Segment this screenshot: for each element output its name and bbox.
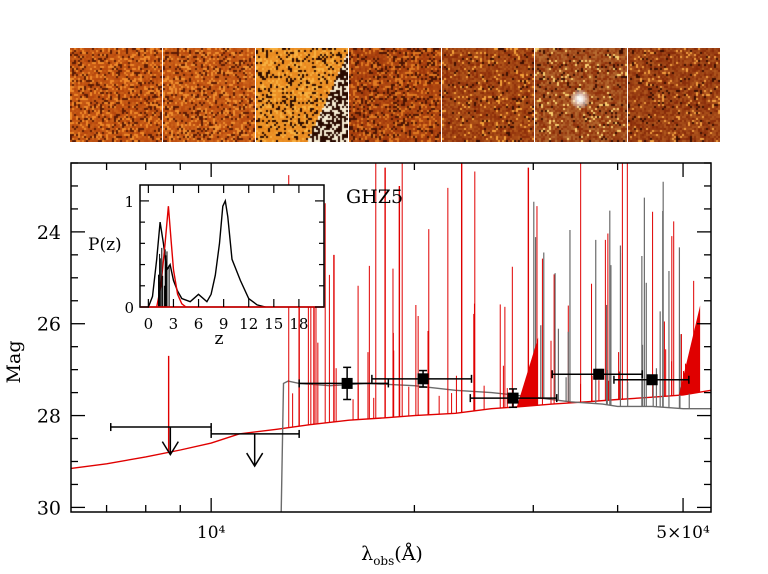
photometry-point — [646, 374, 658, 386]
inset-x-tick-label: 18 — [289, 315, 308, 333]
inset-frame — [139, 184, 325, 308]
lowz-line-wedge — [516, 337, 539, 407]
inset-x-tick-label: 0 — [144, 315, 154, 333]
y-tick-label: 26 — [37, 314, 61, 336]
photometry-point — [593, 368, 605, 380]
inset-y-tick-label: 1 — [124, 193, 134, 211]
inset-x-tick-label: 9 — [219, 315, 229, 333]
main-frame — [70, 162, 712, 513]
image-stamp-row — [70, 48, 720, 142]
stamp-4 — [349, 48, 441, 142]
photometry-points — [109, 366, 690, 468]
y-axis-label: Mag — [3, 341, 25, 384]
series-lowz-line — [71, 389, 711, 470]
stamp-5 — [442, 48, 534, 142]
inset-y-label: P(z) — [88, 235, 122, 255]
photometry-point — [507, 392, 519, 404]
stamp-1 — [70, 48, 162, 142]
lowz-line-wedge — [678, 305, 701, 396]
object-label: GHZ5 — [346, 186, 403, 208]
inset-x-tick-label: 6 — [194, 315, 204, 333]
inset-x-tick-label: 12 — [239, 315, 258, 333]
series-highz-line — [280, 380, 711, 512]
upper-limit-arrowhead — [246, 452, 264, 468]
y-tick-label: 30 — [37, 497, 61, 519]
photometry-point — [341, 377, 353, 389]
inset-x-tick-label: 3 — [169, 315, 179, 333]
photometry-point — [417, 373, 429, 385]
inset-x-tick-label: 15 — [264, 315, 283, 333]
stamp-7 — [628, 48, 720, 142]
pz-lowz-line — [156, 206, 187, 308]
x-tick-label: 10⁴ — [197, 523, 226, 543]
y-tick-label: 24 — [37, 222, 61, 244]
y-tick-label: 28 — [37, 406, 61, 428]
pz-total-line — [147, 198, 266, 308]
inset-x-label: z — [215, 329, 224, 349]
x-tick-label: 5×10⁴ — [656, 523, 710, 543]
stamp-6 — [535, 48, 627, 142]
x-axis-label: λobs(Å) — [361, 543, 423, 568]
stamp-2 — [163, 48, 255, 142]
stamp-3 — [256, 48, 348, 142]
inset-y-tick-label: 0 — [124, 299, 134, 317]
upper-limit-arrowhead — [161, 441, 179, 457]
